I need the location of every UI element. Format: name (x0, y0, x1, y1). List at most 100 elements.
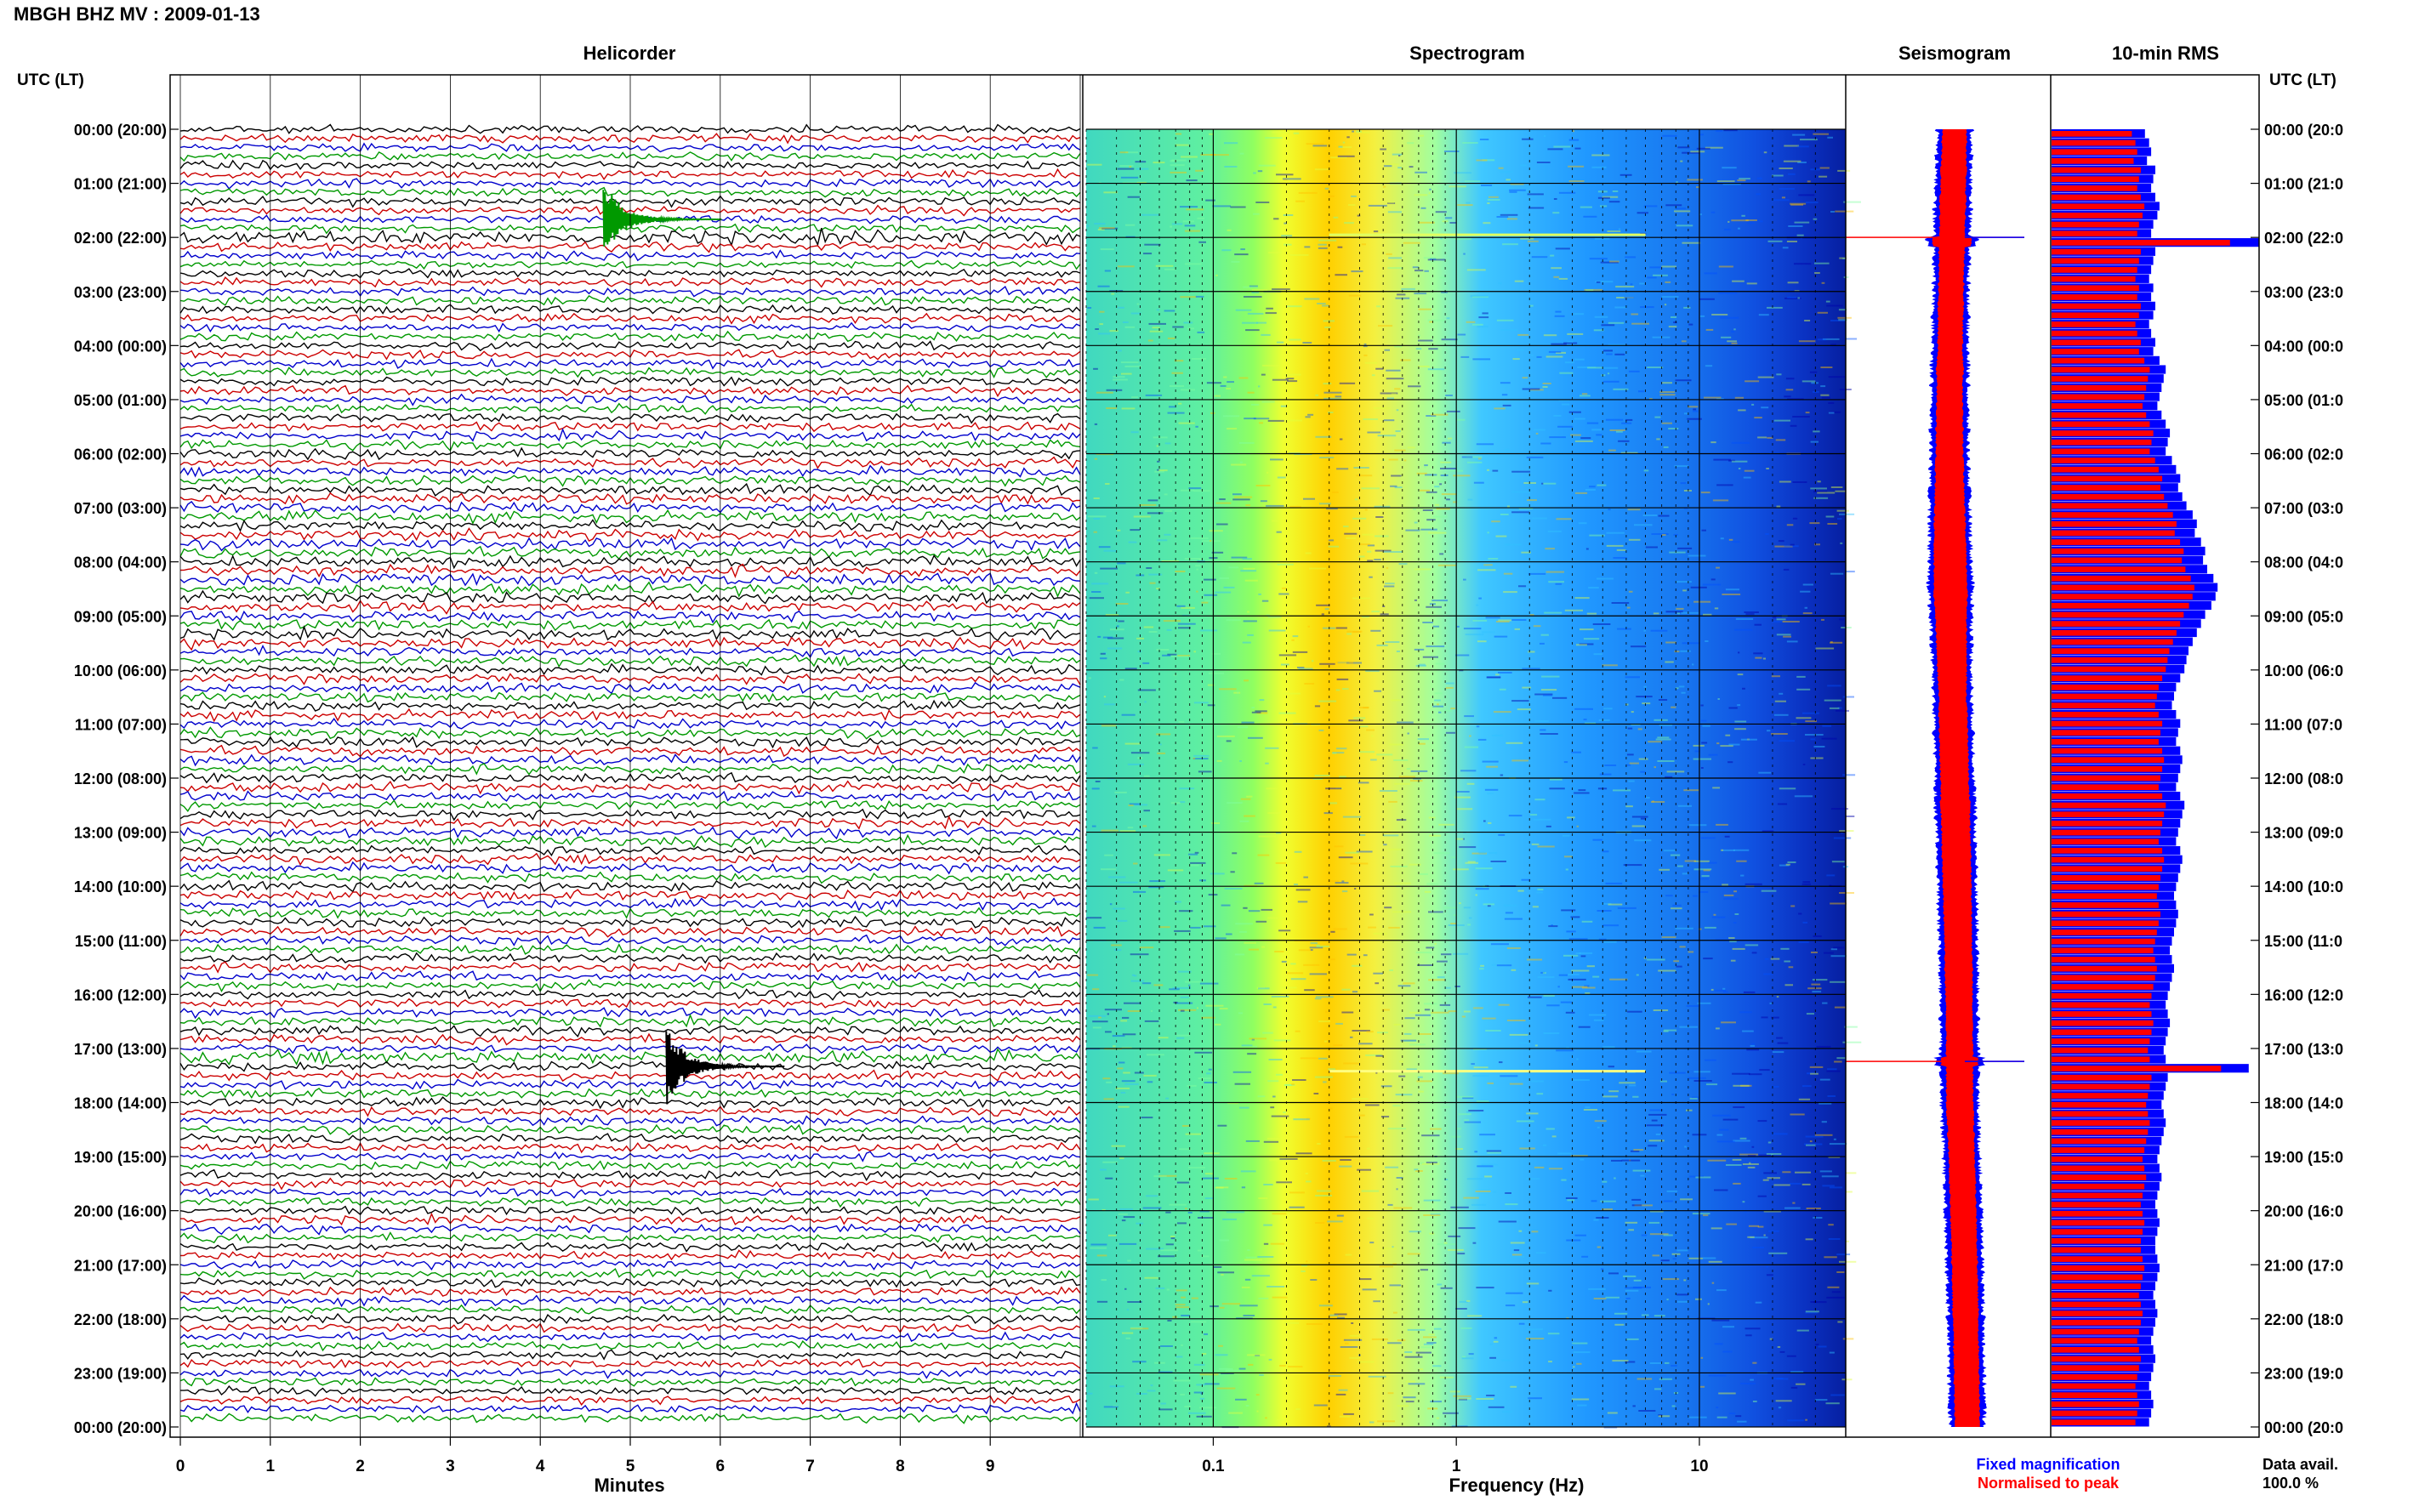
spectrogram-speckle (1328, 412, 1334, 413)
rms-bar-normalised (2052, 1301, 2141, 1308)
spectrogram-speckle (1432, 515, 1448, 518)
spectrogram-speckle (1426, 1162, 1437, 1164)
spectrogram-speckle (1602, 380, 1619, 383)
spectrogram-speckle (1795, 1171, 1811, 1174)
spectrogram-speckle (1193, 754, 1210, 757)
spectrogram-speckle (1561, 1179, 1567, 1181)
spectrogram-speckle (1479, 139, 1489, 140)
spectrogram-speckle (1751, 1043, 1756, 1045)
spectrogram-speckle (1426, 605, 1442, 608)
spectrogram-speckle (1609, 978, 1628, 981)
spectrogram-speckle (1141, 213, 1159, 216)
spectrogram-speckle (1779, 787, 1796, 790)
spectrogram-speckle (1567, 341, 1574, 344)
time-label-right: 08:00 (04:0 (2264, 554, 2343, 571)
spectrogram-speckle (1100, 657, 1107, 660)
spectrogram-speckle (1197, 217, 1204, 219)
spectrogram-speckle (1521, 878, 1531, 881)
spectrogram-speckle (1426, 415, 1437, 417)
spectrogram-speckle (1666, 770, 1685, 773)
spectrogram-speckle (1117, 919, 1128, 922)
spectrogram-speckle (1415, 348, 1422, 350)
spectrogram-speckle (1687, 179, 1703, 181)
spectrogram-speckle (1655, 1134, 1663, 1135)
spectrogram-speckle (1804, 606, 1807, 609)
spectrogram-speckle (1091, 583, 1109, 585)
spectrogram-speckle (1167, 869, 1184, 872)
spectrogram-speckle (1414, 568, 1431, 571)
spectrogram-speckle (1361, 487, 1380, 490)
spectrogram-speckle (1436, 508, 1450, 510)
spectrogram-speckle (1424, 1003, 1437, 1005)
spectrogram-speckle (1705, 1083, 1718, 1086)
spectrogram-speckle (1127, 196, 1141, 198)
spectrogram-speckle (1342, 1339, 1346, 1341)
spectrogram-speckle (1542, 972, 1546, 975)
spectrogram-speckle (1176, 605, 1186, 607)
spectrogram-speckle (1683, 306, 1691, 309)
rms-bar-normalised (2052, 458, 2155, 463)
spectrogram-speckle (1710, 211, 1716, 213)
spectrogram-speckle (1215, 1023, 1221, 1026)
spectrogram-speckle (1529, 304, 1534, 307)
spectrogram-speckle (1767, 240, 1783, 242)
spectrogram-speckle (1108, 876, 1126, 878)
spectrogram-speckle (1431, 260, 1436, 263)
spectrogram-speckle (1213, 1266, 1222, 1268)
spectrogram-speckle (1409, 1231, 1421, 1233)
spectrogram-title: Spectrogram (1409, 43, 1525, 64)
spectrogram-speckle (1503, 591, 1517, 594)
spectrogram-speckle (1811, 983, 1821, 986)
spectrogram-speckle (1659, 868, 1670, 871)
spectrogram-speckle (1263, 1184, 1273, 1185)
spectrogram-speckle (1184, 230, 1200, 232)
spectrogram-speckle (1283, 373, 1301, 376)
spectrogram-speckle (1521, 551, 1531, 554)
spectrogram-speckle (1831, 1291, 1841, 1293)
rms-bar-normalised (2052, 548, 2184, 554)
spectrogram-speckle (1318, 243, 1327, 246)
spectrogram-speckle (1164, 442, 1171, 445)
rms-bar-normalised (2052, 330, 2137, 337)
spectrogram-speckle (1749, 1162, 1751, 1164)
spectrogram-speckle (1835, 210, 1854, 213)
spectrogram-speckle (1794, 795, 1813, 798)
spectrogram-speckle (1224, 1178, 1238, 1179)
spectrogram-speckle (1723, 129, 1738, 132)
spectrogram-speckle (1455, 1308, 1467, 1310)
spectrogram-speckle (1595, 281, 1614, 283)
spectrogram-speckle (1395, 430, 1401, 432)
spectrogram-speckle (1117, 265, 1135, 268)
spectrogram-speckle (1371, 1338, 1388, 1340)
minute-tick-label: 3 (446, 1458, 455, 1475)
spectrogram-speckle (1543, 694, 1553, 696)
spectrogram-speckle (1146, 1248, 1164, 1250)
rms-bar-normalised (2052, 240, 2230, 246)
spectrogram-speckle (1295, 1030, 1301, 1032)
spectrogram-speckle (1382, 459, 1386, 461)
spectrogram-speckle (1335, 689, 1340, 691)
spectrogram-speckle (1520, 164, 1528, 167)
spectrogram-speckle (1604, 765, 1617, 766)
spectrogram-speckle (1160, 1402, 1166, 1405)
spectrogram-speckle (1487, 1151, 1501, 1154)
spectrogram-speckle (1640, 1174, 1645, 1177)
spectrogram-speckle (1117, 168, 1135, 170)
rms-bar-normalised (2052, 520, 2177, 527)
spectrogram-speckle (1830, 486, 1843, 488)
spectrogram-speckle (1394, 882, 1411, 884)
spectrogram-speckle (1493, 1191, 1497, 1193)
rms-bar-normalised (2052, 131, 2132, 137)
spectrogram-speckle (1210, 154, 1229, 156)
spectrogram-speckle (1455, 1397, 1471, 1400)
rms-bar-normalised (2052, 1346, 2139, 1353)
spectrogram-speckle (1688, 323, 1693, 326)
spectrogram-speckle (1836, 509, 1849, 512)
spectrogram-speckle (1150, 1384, 1153, 1387)
spectrogram-speckle (1153, 854, 1170, 856)
spectrogram-speckle (1374, 690, 1381, 692)
spectrogram-speckle (1276, 832, 1282, 834)
spectrogram-speckle (1238, 377, 1249, 379)
spectrogram-speckle (1734, 728, 1746, 730)
spectrogram-speckle (1219, 688, 1237, 691)
